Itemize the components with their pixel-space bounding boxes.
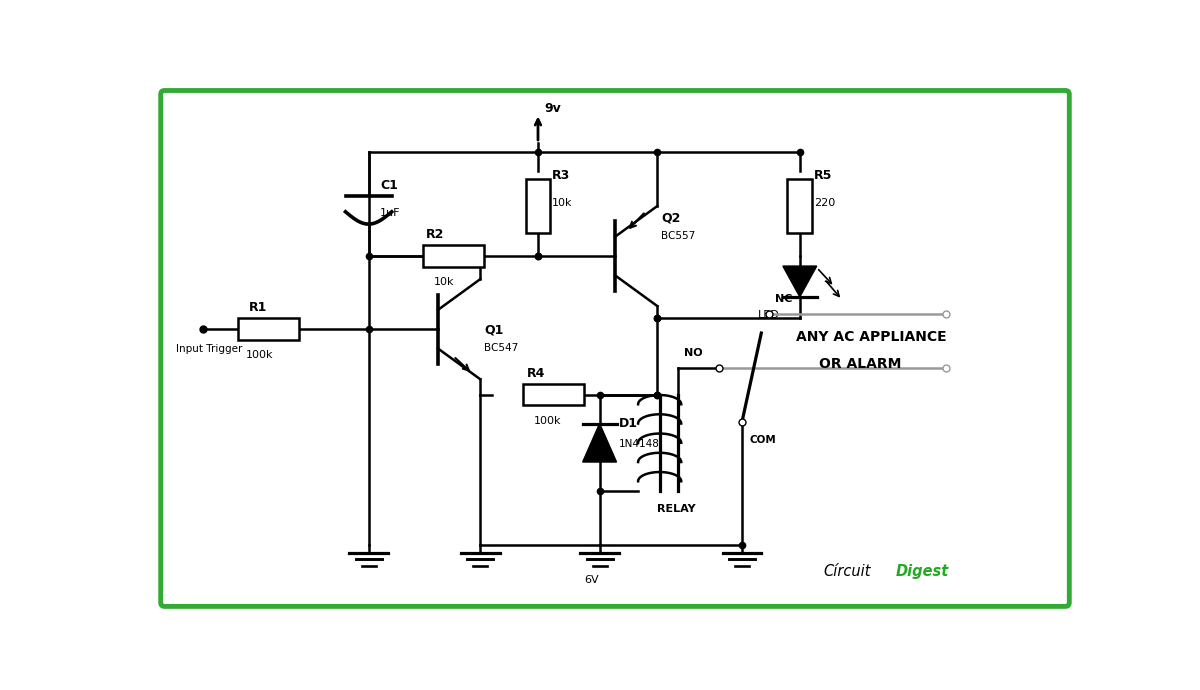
Text: NO: NO — [684, 348, 703, 358]
Text: R1: R1 — [250, 302, 268, 315]
Text: R5: R5 — [814, 169, 832, 182]
Polygon shape — [583, 424, 617, 462]
Text: LED: LED — [757, 310, 779, 319]
Text: 6V: 6V — [584, 575, 599, 585]
Text: RELAY: RELAY — [658, 504, 696, 515]
Text: BC547: BC547 — [484, 343, 518, 353]
Bar — [238, 318, 299, 340]
Text: Q1: Q1 — [484, 323, 504, 336]
Text: Círcuit: Círcuit — [823, 564, 870, 580]
Text: 1uF: 1uF — [380, 208, 401, 217]
Text: COM: COM — [750, 435, 776, 445]
Text: NC: NC — [775, 294, 792, 304]
Text: 9v: 9v — [544, 102, 560, 115]
Text: 100k: 100k — [246, 351, 272, 360]
Bar — [526, 179, 551, 233]
Bar — [422, 245, 484, 267]
Text: D1: D1 — [619, 417, 638, 431]
Text: 10k: 10k — [434, 277, 455, 287]
Polygon shape — [782, 266, 817, 297]
Text: 100k: 100k — [534, 416, 562, 426]
Text: Q2: Q2 — [661, 211, 680, 224]
Text: 1N4148: 1N4148 — [619, 439, 660, 449]
Text: BC557: BC557 — [661, 231, 696, 241]
Text: 10k: 10k — [552, 198, 572, 208]
Text: OR ALARM: OR ALARM — [820, 357, 901, 371]
Text: Digest: Digest — [896, 564, 949, 580]
Text: R3: R3 — [552, 169, 570, 182]
Text: Input Trigger: Input Trigger — [176, 344, 242, 354]
Text: R4: R4 — [527, 367, 545, 380]
Text: R2: R2 — [426, 228, 445, 242]
Text: C1: C1 — [380, 179, 398, 192]
Bar — [523, 384, 584, 406]
Text: 220: 220 — [814, 198, 835, 208]
Text: ANY AC APPLIANCE: ANY AC APPLIANCE — [796, 330, 947, 344]
Bar — [787, 179, 812, 233]
